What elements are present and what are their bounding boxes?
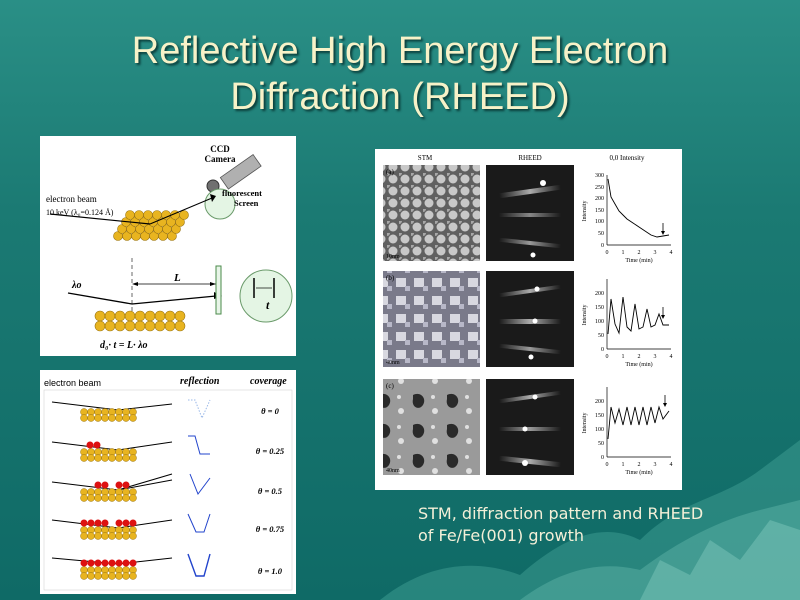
intensity-plot-b: 0 50 100 150 200 0 1 2 3 4 Time (min) In… (582, 279, 673, 368)
coverage-header: coverage (250, 376, 287, 387)
scale-label-c: 40nm (386, 468, 400, 474)
reflection-header: reflection (180, 376, 220, 387)
svg-text:3: 3 (654, 462, 657, 468)
svg-text:50: 50 (598, 333, 604, 339)
svg-text:Time (min): Time (min) (625, 257, 652, 264)
electron-beam-label-2: electron beam (44, 378, 101, 388)
svg-text:100: 100 (595, 319, 604, 325)
svg-text:200: 200 (595, 196, 604, 202)
svg-text:50: 50 (598, 231, 604, 237)
stm-rheed-intensity-figure: STM RHEED 0,0 Intensity (a) 10nm 0 50 10… (375, 149, 682, 490)
coverage-row-1: θ = 0.25 (51, 435, 285, 462)
panel-label-a: (a) (386, 168, 394, 176)
panel-label-c: (c) (386, 382, 394, 390)
intensity-column-header: 0,0 Intensity (610, 154, 645, 162)
panel-label-b: (b) (386, 274, 395, 282)
lambda-label: λo (71, 280, 81, 291)
svg-text:0: 0 (606, 462, 609, 468)
svg-text:Intensity: Intensity (582, 413, 588, 434)
screen-plate (215, 265, 222, 315)
ccd-label: CCD (210, 144, 230, 154)
title-line-2: Diffraction (RHEED) (230, 76, 570, 118)
coverage-reflection-figure: electron beam reflection coverage θ = 0 … (40, 370, 296, 594)
svg-text:1: 1 (622, 354, 625, 360)
slide-title: Reflective High Energy Electron Diffract… (40, 28, 760, 120)
coverage-value-2: θ = 0.5 (258, 486, 283, 496)
coverage-value-3: θ = 0.75 (256, 524, 285, 534)
svg-text:4: 4 (670, 462, 673, 468)
coverage-row-0: θ = 0 (51, 399, 280, 422)
svg-text:Intensity: Intensity (582, 305, 588, 326)
screen-detail-icon (239, 269, 293, 323)
svg-text:300: 300 (595, 173, 604, 179)
svg-text:3: 3 (654, 250, 657, 256)
L-label: L (173, 272, 181, 284)
camera-label: Camera (205, 154, 236, 164)
svg-text:1: 1 (622, 462, 625, 468)
scale-label-b: 40nm (386, 360, 400, 366)
svg-text:100: 100 (595, 427, 604, 433)
svg-text:200: 200 (595, 399, 604, 405)
svg-text:1: 1 (622, 250, 625, 256)
svg-text:0: 0 (601, 243, 604, 249)
rheed-column-header: RHEED (518, 154, 541, 162)
intensity-plot-c: 0 50 100 150 200 0 1 2 3 4 Time (min) In… (582, 387, 673, 476)
svg-text:200: 200 (595, 291, 604, 297)
stm-image-c (383, 379, 480, 475)
svg-text:Time (min): Time (min) (625, 361, 652, 368)
t-label: t (266, 298, 270, 312)
svg-text:0: 0 (601, 455, 604, 461)
intensity-plot-a: 0 50 100 150 200 250 300 0 1 2 3 4 Time … (582, 173, 673, 264)
svg-text:4: 4 (670, 250, 673, 256)
screen-label: Screen (234, 198, 259, 208)
svg-text:100: 100 (595, 219, 604, 225)
figure-row-c: (c) 40nm 0 50 100 150 200 0 1 2 (383, 379, 673, 476)
svg-text:2: 2 (638, 354, 641, 360)
title-line-1: Reflective High Energy Electron (131, 30, 669, 72)
svg-text:3: 3 (654, 354, 657, 360)
figure-row-b: (b) 40nm 0 50 100 150 200 0 1 2 (383, 271, 673, 368)
scale-label-a: 10nm (386, 254, 400, 260)
atom-row-bottom (94, 310, 186, 332)
svg-text:50: 50 (598, 441, 604, 447)
coverage-value-0: θ = 0 (261, 406, 280, 416)
fluorescent-label: fluorescent (222, 188, 262, 198)
svg-text:0: 0 (606, 250, 609, 256)
figure-row-a: (a) 10nm 0 50 100 150 200 250 300 0 (383, 165, 673, 264)
svg-text:Intensity: Intensity (582, 201, 588, 222)
stm-image-a (383, 165, 480, 261)
caption-line-2: of Fe/Fe(001) growth (418, 526, 585, 545)
svg-text:150: 150 (595, 208, 604, 214)
bragg-formula: d₀· t = L· λo (100, 340, 148, 351)
coverage-row-2: θ = 0.5 (51, 473, 283, 502)
coverage-value-4: θ = 1.0 (258, 566, 283, 576)
svg-text:Time (min): Time (min) (625, 469, 652, 476)
svg-text:0: 0 (601, 347, 604, 353)
coverage-row-4: θ = 1.0 (51, 553, 283, 580)
svg-text:4: 4 (670, 354, 673, 360)
energy-label: 10 keV (λ₀=0.124 Å) (46, 208, 114, 217)
svg-text:2: 2 (638, 462, 641, 468)
coverage-row-3: θ = 0.75 (51, 513, 285, 540)
coverage-value-1: θ = 0.25 (256, 446, 285, 456)
stm-column-header: STM (418, 154, 433, 162)
caption-line-1: STM, diffraction pattern and RHEED (418, 504, 704, 523)
svg-text:250: 250 (595, 185, 604, 191)
svg-text:2: 2 (638, 250, 641, 256)
rheed-geometry-figure: CCD Camera fluorescent Screen electron b… (40, 136, 296, 356)
stm-image-b (383, 271, 480, 367)
svg-text:0: 0 (606, 354, 609, 360)
svg-text:150: 150 (595, 413, 604, 419)
electron-beam-label: electron beam (46, 194, 97, 204)
svg-text:150: 150 (595, 305, 604, 311)
atom-lattice-top (113, 210, 189, 241)
figure-caption: STM, diffraction pattern and RHEED of Fe… (418, 503, 748, 547)
